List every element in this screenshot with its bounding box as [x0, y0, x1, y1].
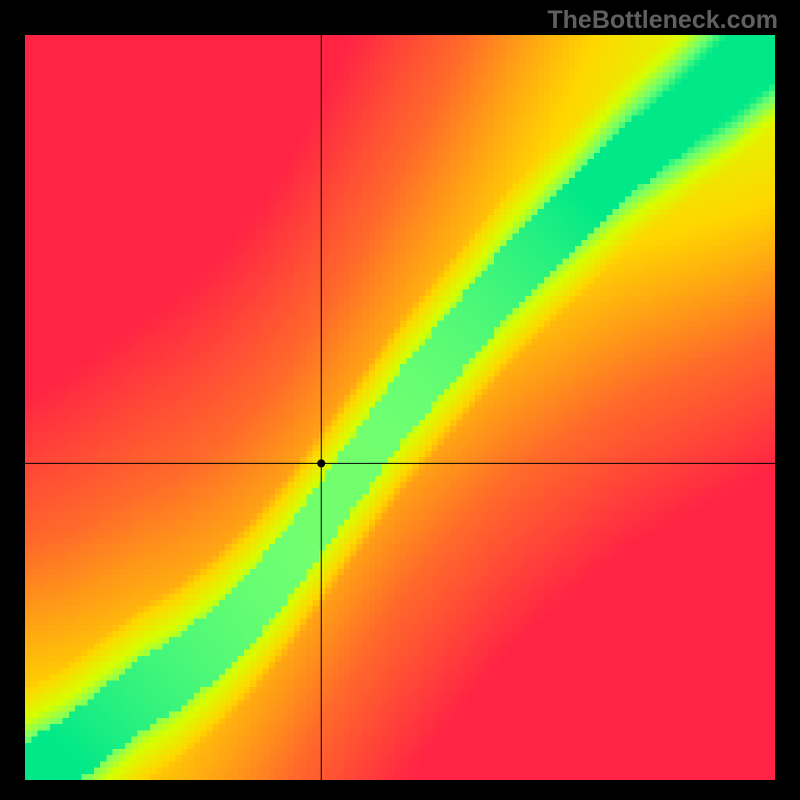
bottleneck-heatmap — [25, 35, 775, 780]
watermark-text: TheBottleneck.com — [547, 6, 778, 35]
